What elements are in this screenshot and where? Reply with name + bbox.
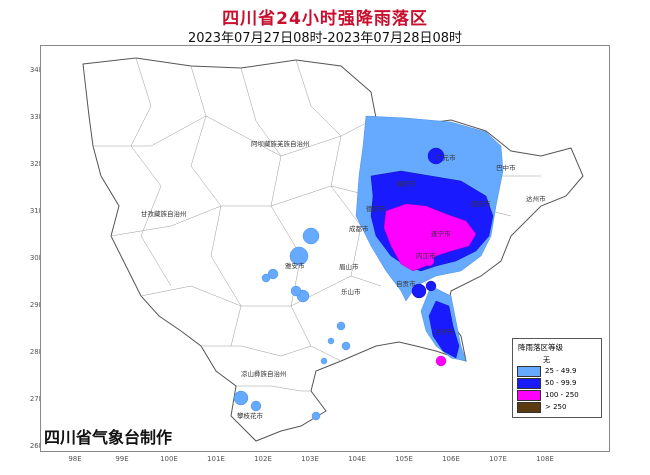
legend-swatch-50 <box>517 377 541 389</box>
place-neijiang: 内江市 <box>416 251 436 260</box>
province-outline <box>82 57 584 442</box>
place-suining: 遂宁市 <box>431 229 451 238</box>
place-panzhihua: 攀枝花市 <box>237 411 264 420</box>
legend-swatch-250 <box>517 401 541 413</box>
lon-label-103: 103E <box>301 455 319 463</box>
lon-label-107: 107E <box>489 455 507 463</box>
map-title: 四川省24小时强降雨落区 <box>222 9 428 29</box>
lon-label-98: 98E <box>68 455 82 463</box>
lon-label-99: 99E <box>115 455 129 463</box>
place-chengdu: 成都市 <box>349 224 369 233</box>
legend-swatch-100 <box>517 389 541 401</box>
place-nanchong: 南充市 <box>471 199 491 208</box>
place-yaan: 雅安市 <box>285 261 305 270</box>
lon-label-102: 102E <box>254 455 272 463</box>
place-deyang: 德阳市 <box>366 204 386 213</box>
legend-item: > 250 <box>513 401 601 413</box>
lat-label-30: 30N <box>29 254 44 262</box>
lat-label-31: 31N <box>29 207 44 215</box>
place-leshan: 乐山市 <box>341 287 361 296</box>
rainfall-legend: 降雨落区等级 无 25 - 49.9 50 - 99.9 100 - 250 >… <box>512 338 602 418</box>
place-ganzi: 甘孜藏族自治州 <box>141 209 187 218</box>
lon-label-108: 108E <box>536 455 554 463</box>
place-dazhou: 达州市 <box>526 194 546 203</box>
lon-label-104: 104E <box>348 455 366 463</box>
place-guangyuan: 广元市 <box>436 153 456 162</box>
legend-item: 50 - 99.9 <box>513 377 601 389</box>
place-liangshan: 凉山彝族自治州 <box>241 369 287 378</box>
legend-title: 降雨落区等级 <box>518 343 563 352</box>
place-aba: 阿坝藏族羌族自治州 <box>251 139 310 148</box>
place-meishan: 眉山市 <box>339 262 359 271</box>
lat-label-29: 29N <box>29 301 44 309</box>
lon-label-105: 105E <box>395 455 413 463</box>
legend-none-label: 无 <box>543 356 550 364</box>
lat-label-28: 28N <box>29 348 44 356</box>
place-mianyang: 绵阳市 <box>396 179 416 188</box>
legend-label: > 250 <box>545 403 567 411</box>
lat-label-27: 27N <box>29 395 44 403</box>
place-bazhong: 巴中市 <box>496 163 516 172</box>
map-frame: 阿坝藏族羌族自治州 甘孜藏族自治州 凉山彝族自治州 广元市 巴中市 达州市 绵阳… <box>40 45 610 452</box>
lat-label-33: 33N <box>29 113 44 121</box>
legend-label: 50 - 99.9 <box>545 379 577 387</box>
place-zigong: 自贡市 <box>396 279 416 288</box>
lat-label-34: 34N <box>29 66 44 74</box>
lon-label-106: 106E <box>442 455 460 463</box>
lon-label-100: 100E <box>160 455 178 463</box>
sichuan-map: 阿坝藏族羌族自治州 甘孜藏族自治州 凉山彝族自治州 广元市 巴中市 达州市 绵阳… <box>82 57 584 442</box>
lat-label-26: 26N <box>29 442 44 450</box>
legend-label: 25 - 49.9 <box>545 367 577 375</box>
legend-label: 100 - 250 <box>545 391 579 399</box>
map-subtitle: 2023年07月27日08时-2023年07月28日08时 <box>187 31 463 46</box>
lon-label-101: 101E <box>207 455 225 463</box>
lat-label-32: 32N <box>29 160 44 168</box>
rain-area-100-250 <box>383 203 477 367</box>
legend-item: 25 - 49.9 <box>513 365 601 377</box>
legend-item: 100 - 250 <box>513 389 601 401</box>
legend-swatch-25 <box>517 365 541 377</box>
producer-credit: 四川省气象台制作 <box>44 428 173 447</box>
place-luzhou: 泸州市 <box>434 327 454 336</box>
